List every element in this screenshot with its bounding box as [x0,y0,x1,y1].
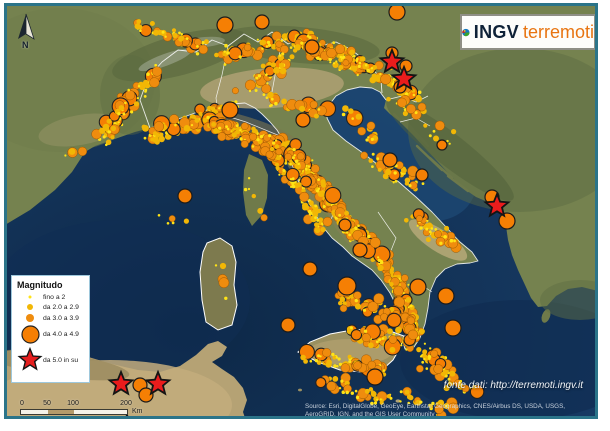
large-earthquake-circle [352,242,368,258]
large-earthquake-circle [302,261,318,277]
earthquake-star [144,369,172,396]
north-arrow-icon [18,13,35,40]
legend-symbol-dot-1 [17,292,43,302]
legend-item: da 2.0 a 2.9 [17,302,86,312]
legend-item: da 3.0 a 3.9 [17,312,86,324]
logo-text-terremoti: terremoti [522,21,594,42]
earthquake-dots-layer [64,19,485,416]
large-earthquake-circle [177,188,193,204]
legend-title: Magnitudo [17,280,63,290]
logo-text-ingv: INGV [473,21,519,42]
island-malta [395,399,401,403]
large-earthquake-circle [382,152,398,168]
large-earthquake-circle [436,139,448,151]
island-corfu [541,309,551,323]
large-earthquake-circle [138,387,154,403]
major-earthquakes-layer [107,6,516,416]
legend-symbol-star [17,345,43,375]
large-earthquake-circle [388,6,406,21]
north-arrow: N [13,12,39,56]
island-pantelleria [298,388,302,392]
north-label: N [22,40,29,50]
legend-box: Magnitudo fino a 2 da 2.0 a 2.9 da 3.0 a… [11,275,90,383]
large-earthquake-circle [304,39,320,55]
fonte-dati-text: fonte dati: http://terremoti.ingv.it [443,380,583,391]
scalebar-unit: Km [132,408,143,415]
large-earthquake-circle [254,14,270,30]
earthquake-star [125,412,129,416]
scalebar-labels: 0 50 100 200 [20,400,132,407]
large-earthquake-circle [221,101,239,119]
large-earthquake-circle [444,319,462,337]
legend-item: fino a 2 [17,292,86,302]
large-earthquake-circle [338,218,352,232]
legend-symbol-dot-2 [17,302,43,312]
large-earthquake-circle [437,287,455,305]
map-canvas[interactable]: N INGV terremoti Magnitudo fino a 2 da 2… [4,3,598,419]
ingv-terremoti-logo: INGV terremoti [460,14,595,50]
large-earthquake-circle [415,168,429,182]
scalebar-bar [20,409,128,415]
globe-icon [462,28,470,36]
large-earthquake-circle [337,276,357,296]
earthquake-star [107,369,135,396]
satellite-basemap [7,6,595,416]
earthquake-star [378,47,406,74]
island-corsica [243,154,268,226]
legend-item: da 4.0 a 4.9 [17,324,86,345]
large-earthquake-circle [216,16,234,34]
scalebar: 0 50 100 200 Km [20,400,180,416]
earthquake-star [390,64,418,91]
large-earthquake-circle [280,317,296,333]
esri-attribution: Source: Esri, DigitalGlobe, GeoEye, Eart… [305,403,566,419]
legend-symbol-circle [17,324,43,345]
large-earthquake-circle [295,112,311,128]
large-earthquake-circle [366,368,384,386]
large-earthquake-circle [498,212,516,230]
legend-symbol-dot-3 [17,312,43,324]
earthquake-star [483,191,511,218]
large-earthquake-circle [409,278,427,296]
legend-item: da 5.0 in su [17,345,86,375]
